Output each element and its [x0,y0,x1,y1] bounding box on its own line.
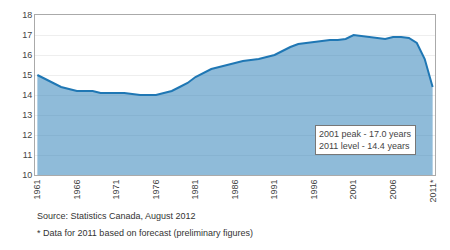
svg-text:16: 16 [22,50,32,60]
svg-text:14: 14 [22,90,32,100]
svg-text:11: 11 [23,150,32,160]
svg-text:1991: 1991 [269,180,279,200]
svg-text:2011*: 2011* [428,179,438,202]
svg-text:2001 peak - 17.0 years2011 lev: 2001 peak - 17.0 years2011 level - 14.4 … [319,129,412,151]
svg-text:2001: 2001 [349,180,359,200]
svg-text:18: 18 [22,10,32,20]
svg-text:Source: Statistics Canada, Aug: Source: Statistics Canada, August 2012 [37,211,196,221]
svg-text:* Data for 2011 based on forec: * Data for 2011 based on forecast (preli… [37,228,253,238]
svg-text:13: 13 [22,110,32,120]
svg-text:1996: 1996 [309,180,319,200]
svg-text:17: 17 [22,30,32,40]
svg-text:1981: 1981 [190,180,200,200]
svg-text:2006: 2006 [388,180,398,200]
svg-text:1966: 1966 [72,180,82,200]
svg-text:1976: 1976 [151,180,161,200]
svg-text:10: 10 [22,170,32,180]
svg-text:15: 15 [22,70,32,80]
svg-text:1986: 1986 [230,180,240,200]
svg-text:12: 12 [22,130,32,140]
svg-text:1961: 1961 [32,180,42,200]
svg-text:1971: 1971 [111,180,121,200]
